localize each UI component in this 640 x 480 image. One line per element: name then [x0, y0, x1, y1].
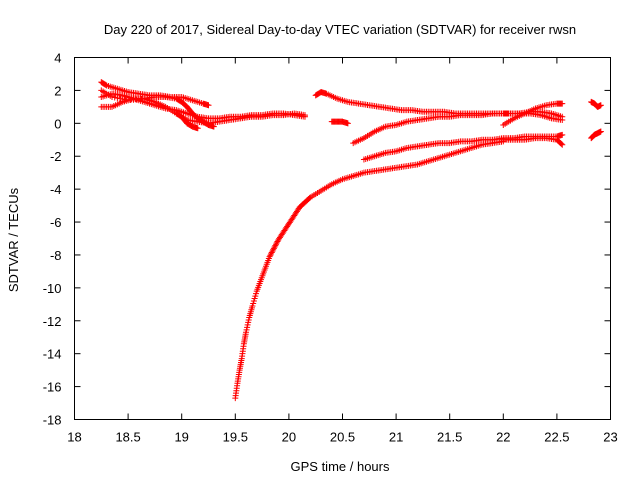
x-tick-label: 21: [389, 430, 403, 445]
x-tick-label: 21.5: [437, 430, 462, 445]
y-tick-label: -10: [43, 281, 62, 296]
data-point-marker: [270, 246, 277, 253]
y-tick-label: -2: [50, 149, 62, 164]
series-s9: [360, 131, 566, 163]
data-point-marker: [119, 96, 126, 103]
data-point-marker: [111, 94, 118, 101]
data-point-marker: [270, 245, 277, 252]
x-tick-label: 19.5: [223, 430, 248, 445]
data-point-marker: [559, 100, 566, 107]
x-tick-label: 18: [67, 430, 81, 445]
data-point-marker: [205, 102, 212, 109]
data-point-marker: [301, 112, 308, 119]
series-s11: [500, 135, 566, 148]
y-tick-label: -12: [43, 314, 62, 329]
x-tick-label: 18.5: [115, 430, 140, 445]
series-s7: [328, 118, 351, 127]
y-tick-label: -18: [43, 413, 62, 428]
x-tick-label: 22.5: [544, 430, 569, 445]
data-marks: [98, 79, 604, 402]
y-axis-label: SDTVAR / TECUs: [6, 187, 21, 292]
series-s10: [500, 100, 566, 128]
data-point-marker: [273, 239, 280, 246]
data-point-marker: [558, 140, 565, 147]
data-point-marker: [267, 252, 274, 259]
y-tick-label: 0: [54, 116, 61, 131]
y-tick-label: 4: [54, 51, 61, 66]
series-s13: [588, 98, 604, 110]
data-point-marker: [271, 244, 278, 251]
x-tick-label: 20: [282, 430, 296, 445]
series-s12: [232, 138, 507, 402]
plot-frame: [74, 57, 611, 420]
data-point-marker: [269, 248, 276, 255]
data-point-marker: [266, 253, 273, 260]
y-tick-label: -4: [50, 182, 62, 197]
y-tick-label: 2: [54, 83, 61, 98]
data-point-marker: [268, 250, 275, 257]
data-point-marker: [114, 95, 121, 102]
x-axis-label: GPS time / hours: [291, 459, 390, 474]
data-point-marker: [597, 102, 604, 109]
y-tick-label: -8: [50, 248, 62, 263]
data-point-marker: [500, 138, 507, 145]
y-tick-label: -6: [50, 215, 62, 230]
data-point-marker: [268, 249, 275, 256]
data-point-marker: [344, 120, 351, 127]
y-tick-label: -14: [43, 347, 62, 362]
series-s5: [173, 110, 201, 132]
x-tick-label: 23: [603, 430, 617, 445]
data-point-marker: [194, 125, 201, 132]
chart-title: Day 220 of 2017, Sidereal Day-to-day VTE…: [104, 22, 576, 37]
data-point-marker: [122, 96, 129, 103]
data-point-marker: [272, 242, 279, 249]
data-point-marker: [559, 131, 566, 138]
data-point-marker: [597, 128, 604, 135]
x-tick-label: 20.5: [330, 430, 355, 445]
y-tick-label: -16: [43, 380, 62, 395]
data-point-marker: [102, 81, 109, 88]
data-point-marker: [559, 141, 566, 148]
x-tick-label: 22: [496, 430, 510, 445]
data-point-marker: [559, 113, 566, 120]
axes: 18 18.5 19 19.5 20 20.5 21 21.5 22 22.5 23420-2-4-…: [43, 51, 618, 445]
data-point-marker: [109, 93, 116, 100]
series-s14: [588, 128, 604, 142]
series-s4: [98, 87, 308, 127]
data-point-marker: [117, 95, 124, 102]
data-point-marker: [273, 241, 280, 248]
x-tick-label: 19: [174, 430, 188, 445]
